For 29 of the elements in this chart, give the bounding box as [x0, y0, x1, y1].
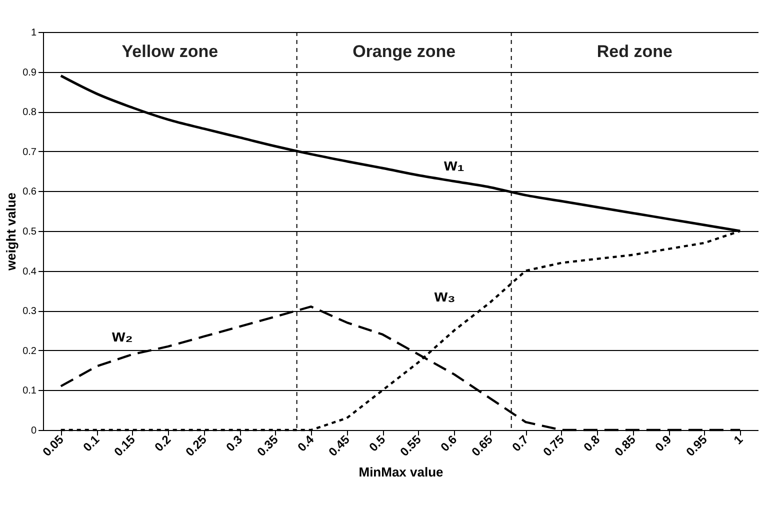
x-tick-label: 0.9	[652, 432, 674, 454]
x-tick-label: 0.6	[438, 432, 460, 454]
annotation: Orange zone	[352, 42, 456, 61]
x-axis-title: MinMax value	[358, 464, 444, 480]
x-tick-label: 0.1	[80, 432, 102, 454]
y-tick-label: 0.4	[22, 266, 37, 278]
x-tick-label: 1	[730, 432, 746, 448]
x-tick-label: 0.8	[580, 432, 603, 454]
y-tick-label: 0.1	[22, 386, 37, 397]
y-tick-label: 0.8	[22, 107, 37, 118]
y-tick-label: 0.7	[22, 146, 37, 158]
x-tick-label: 0.3	[223, 432, 246, 454]
series-label: w₃	[433, 286, 456, 306]
y-tick-label: 0.2	[22, 346, 37, 357]
annotation: Red zone	[596, 42, 672, 61]
series-label: w₁	[442, 155, 464, 174]
x-tick-label: 0.4	[294, 432, 317, 454]
y-tick-label: 1	[30, 28, 37, 38]
x-tick-label: 0.5	[366, 432, 388, 454]
y-axis-title: weight value	[4, 192, 19, 272]
y-tick-label: 0	[30, 426, 37, 436]
x-tick-label: 0.2	[152, 432, 174, 454]
y-tick-label: 0.3	[22, 306, 37, 318]
x-tick-label: 0.7	[509, 432, 532, 454]
y-tick-label: 0.6	[22, 186, 37, 198]
y-tick-label: 0.5	[22, 226, 37, 238]
annotation: Yellow zone	[122, 42, 218, 61]
series-label: w₂	[110, 326, 133, 346]
y-tick-label: 0.9	[22, 67, 37, 78]
